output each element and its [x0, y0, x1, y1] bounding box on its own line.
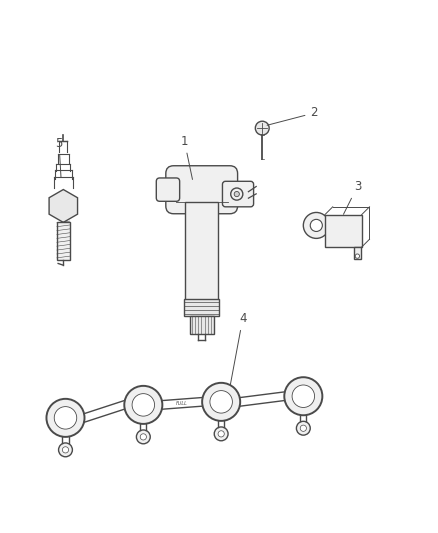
Circle shape [355, 254, 360, 259]
Circle shape [62, 447, 69, 453]
Circle shape [234, 191, 240, 197]
Circle shape [46, 399, 85, 437]
Circle shape [210, 391, 233, 413]
Bar [57, 222, 70, 260]
Text: 2: 2 [267, 107, 318, 125]
Bar [325, 215, 362, 247]
Circle shape [304, 213, 329, 238]
Circle shape [300, 425, 307, 431]
Bar [184, 299, 219, 316]
FancyBboxPatch shape [223, 181, 254, 207]
Bar [354, 247, 361, 259]
FancyBboxPatch shape [166, 166, 237, 214]
Bar [185, 203, 218, 308]
Circle shape [297, 421, 310, 435]
Text: 5: 5 [55, 137, 63, 177]
Circle shape [140, 434, 146, 440]
FancyBboxPatch shape [156, 178, 180, 201]
Circle shape [292, 385, 314, 407]
Polygon shape [49, 190, 78, 222]
Text: FULL: FULL [177, 401, 188, 406]
Text: 1: 1 [180, 135, 192, 180]
Circle shape [59, 443, 72, 457]
Circle shape [214, 427, 228, 441]
Circle shape [310, 220, 322, 231]
Circle shape [132, 394, 155, 416]
Circle shape [54, 407, 77, 429]
Text: 4: 4 [230, 312, 247, 385]
Circle shape [284, 377, 322, 415]
Circle shape [124, 386, 162, 424]
Text: 3: 3 [343, 180, 361, 214]
Circle shape [255, 121, 269, 135]
Bar [190, 316, 214, 334]
Circle shape [136, 430, 150, 444]
Circle shape [202, 383, 240, 421]
Circle shape [231, 188, 243, 200]
Circle shape [218, 431, 224, 437]
